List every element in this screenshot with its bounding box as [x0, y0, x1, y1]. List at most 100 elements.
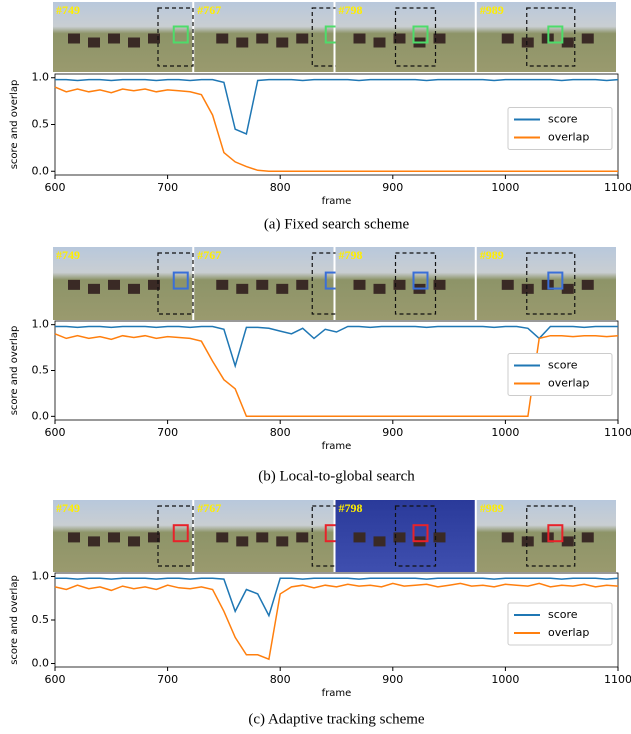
frame-number: #749: [56, 3, 80, 17]
frame-number: #767: [197, 501, 221, 515]
x-tick-label: 700: [157, 181, 178, 194]
cow: [501, 279, 514, 290]
cow: [148, 33, 160, 44]
cow: [88, 536, 100, 547]
search-region: [526, 505, 576, 567]
cow: [148, 532, 160, 543]
cow: [216, 532, 229, 543]
x-tick-label: 800: [270, 181, 291, 194]
target-box: [547, 25, 564, 44]
cow: [433, 33, 446, 44]
x-tick-label: 1000: [491, 673, 519, 686]
frame-number: #798: [339, 3, 363, 17]
cow: [561, 37, 574, 48]
frame-number: #989: [480, 501, 504, 515]
legend-box: [507, 353, 613, 396]
cow: [581, 33, 594, 44]
frame-number: #798: [339, 248, 363, 262]
cow: [128, 536, 140, 547]
cow: [373, 283, 386, 294]
y-tick-label: 1.0: [32, 71, 50, 84]
x-tick-label: 600: [45, 426, 66, 439]
cow: [393, 33, 406, 44]
legend-label: score: [548, 608, 578, 621]
cow: [128, 37, 140, 48]
cow: [276, 37, 289, 48]
series-line: [54, 333, 619, 418]
cow: [521, 283, 534, 294]
x-tick-label: 700: [157, 426, 178, 439]
cow: [88, 37, 100, 48]
frame-number: #749: [56, 248, 80, 262]
x-tick-label: 1000: [491, 181, 519, 194]
cow: [433, 532, 446, 543]
cow: [296, 33, 309, 44]
cow: [108, 279, 120, 290]
series-line: [55, 325, 618, 369]
y-tick-label: 0.5: [32, 613, 50, 626]
cow: [296, 279, 309, 290]
target-box: [412, 25, 429, 44]
cow: [276, 283, 289, 294]
x-tick-label: 800: [270, 426, 291, 439]
y-tick-label: 0.5: [32, 364, 50, 377]
legend-label: score: [548, 113, 578, 126]
cow: [236, 536, 249, 547]
target-box: [172, 524, 189, 543]
target-box: [547, 524, 564, 543]
target-box: [547, 271, 564, 290]
legend-label: overlap: [548, 131, 589, 144]
search-region: [394, 505, 437, 567]
cow: [393, 532, 406, 543]
cow: [236, 37, 249, 48]
legend-label: overlap: [548, 626, 589, 639]
y-tick-label: 0.0: [32, 164, 50, 177]
search-region: [526, 252, 576, 315]
search-region: [157, 505, 194, 567]
search-region: [157, 7, 194, 67]
frame-number: #989: [480, 3, 504, 17]
y-tick-label: 1.0: [32, 318, 50, 331]
x-axis-label: frame: [322, 688, 352, 699]
legend-label: overlap: [548, 377, 589, 390]
x-axis-label: frame: [322, 196, 352, 207]
frame-number: #767: [197, 248, 221, 262]
cow: [296, 532, 309, 543]
frame-number: #767: [197, 3, 221, 17]
target-box: [172, 271, 189, 290]
cow: [256, 279, 269, 290]
x-axis-label: frame: [322, 441, 352, 452]
cow: [393, 279, 406, 290]
legend-box: [507, 602, 613, 646]
series-line: [55, 577, 619, 618]
y-tick-label: 0.5: [32, 118, 50, 131]
cow: [353, 279, 366, 290]
search-region: [526, 7, 576, 67]
x-tick-label: 600: [45, 181, 66, 194]
y-tick-label: 1.0: [32, 569, 50, 582]
cow: [236, 283, 249, 294]
cow: [501, 33, 514, 44]
frame-number: #798: [339, 501, 363, 515]
cow: [68, 33, 80, 44]
cow: [256, 33, 269, 44]
cow: [433, 279, 446, 290]
y-axis-label: score and overlap: [9, 80, 20, 170]
cow: [521, 37, 534, 48]
cow: [68, 279, 80, 290]
x-tick-label: 900: [382, 673, 403, 686]
x-tick-label: 600: [45, 673, 66, 686]
caption: (a) Fixed search scheme: [264, 216, 410, 232]
target-box: [412, 271, 429, 290]
search-region: [311, 252, 343, 315]
y-tick-label: 0.0: [32, 657, 50, 670]
cow: [256, 532, 269, 543]
cow: [108, 33, 120, 44]
search-region: [157, 252, 194, 315]
cow: [216, 33, 229, 44]
cow: [561, 536, 574, 547]
cow: [373, 536, 386, 547]
x-tick-label: 1100: [604, 181, 631, 194]
cow: [68, 532, 80, 543]
